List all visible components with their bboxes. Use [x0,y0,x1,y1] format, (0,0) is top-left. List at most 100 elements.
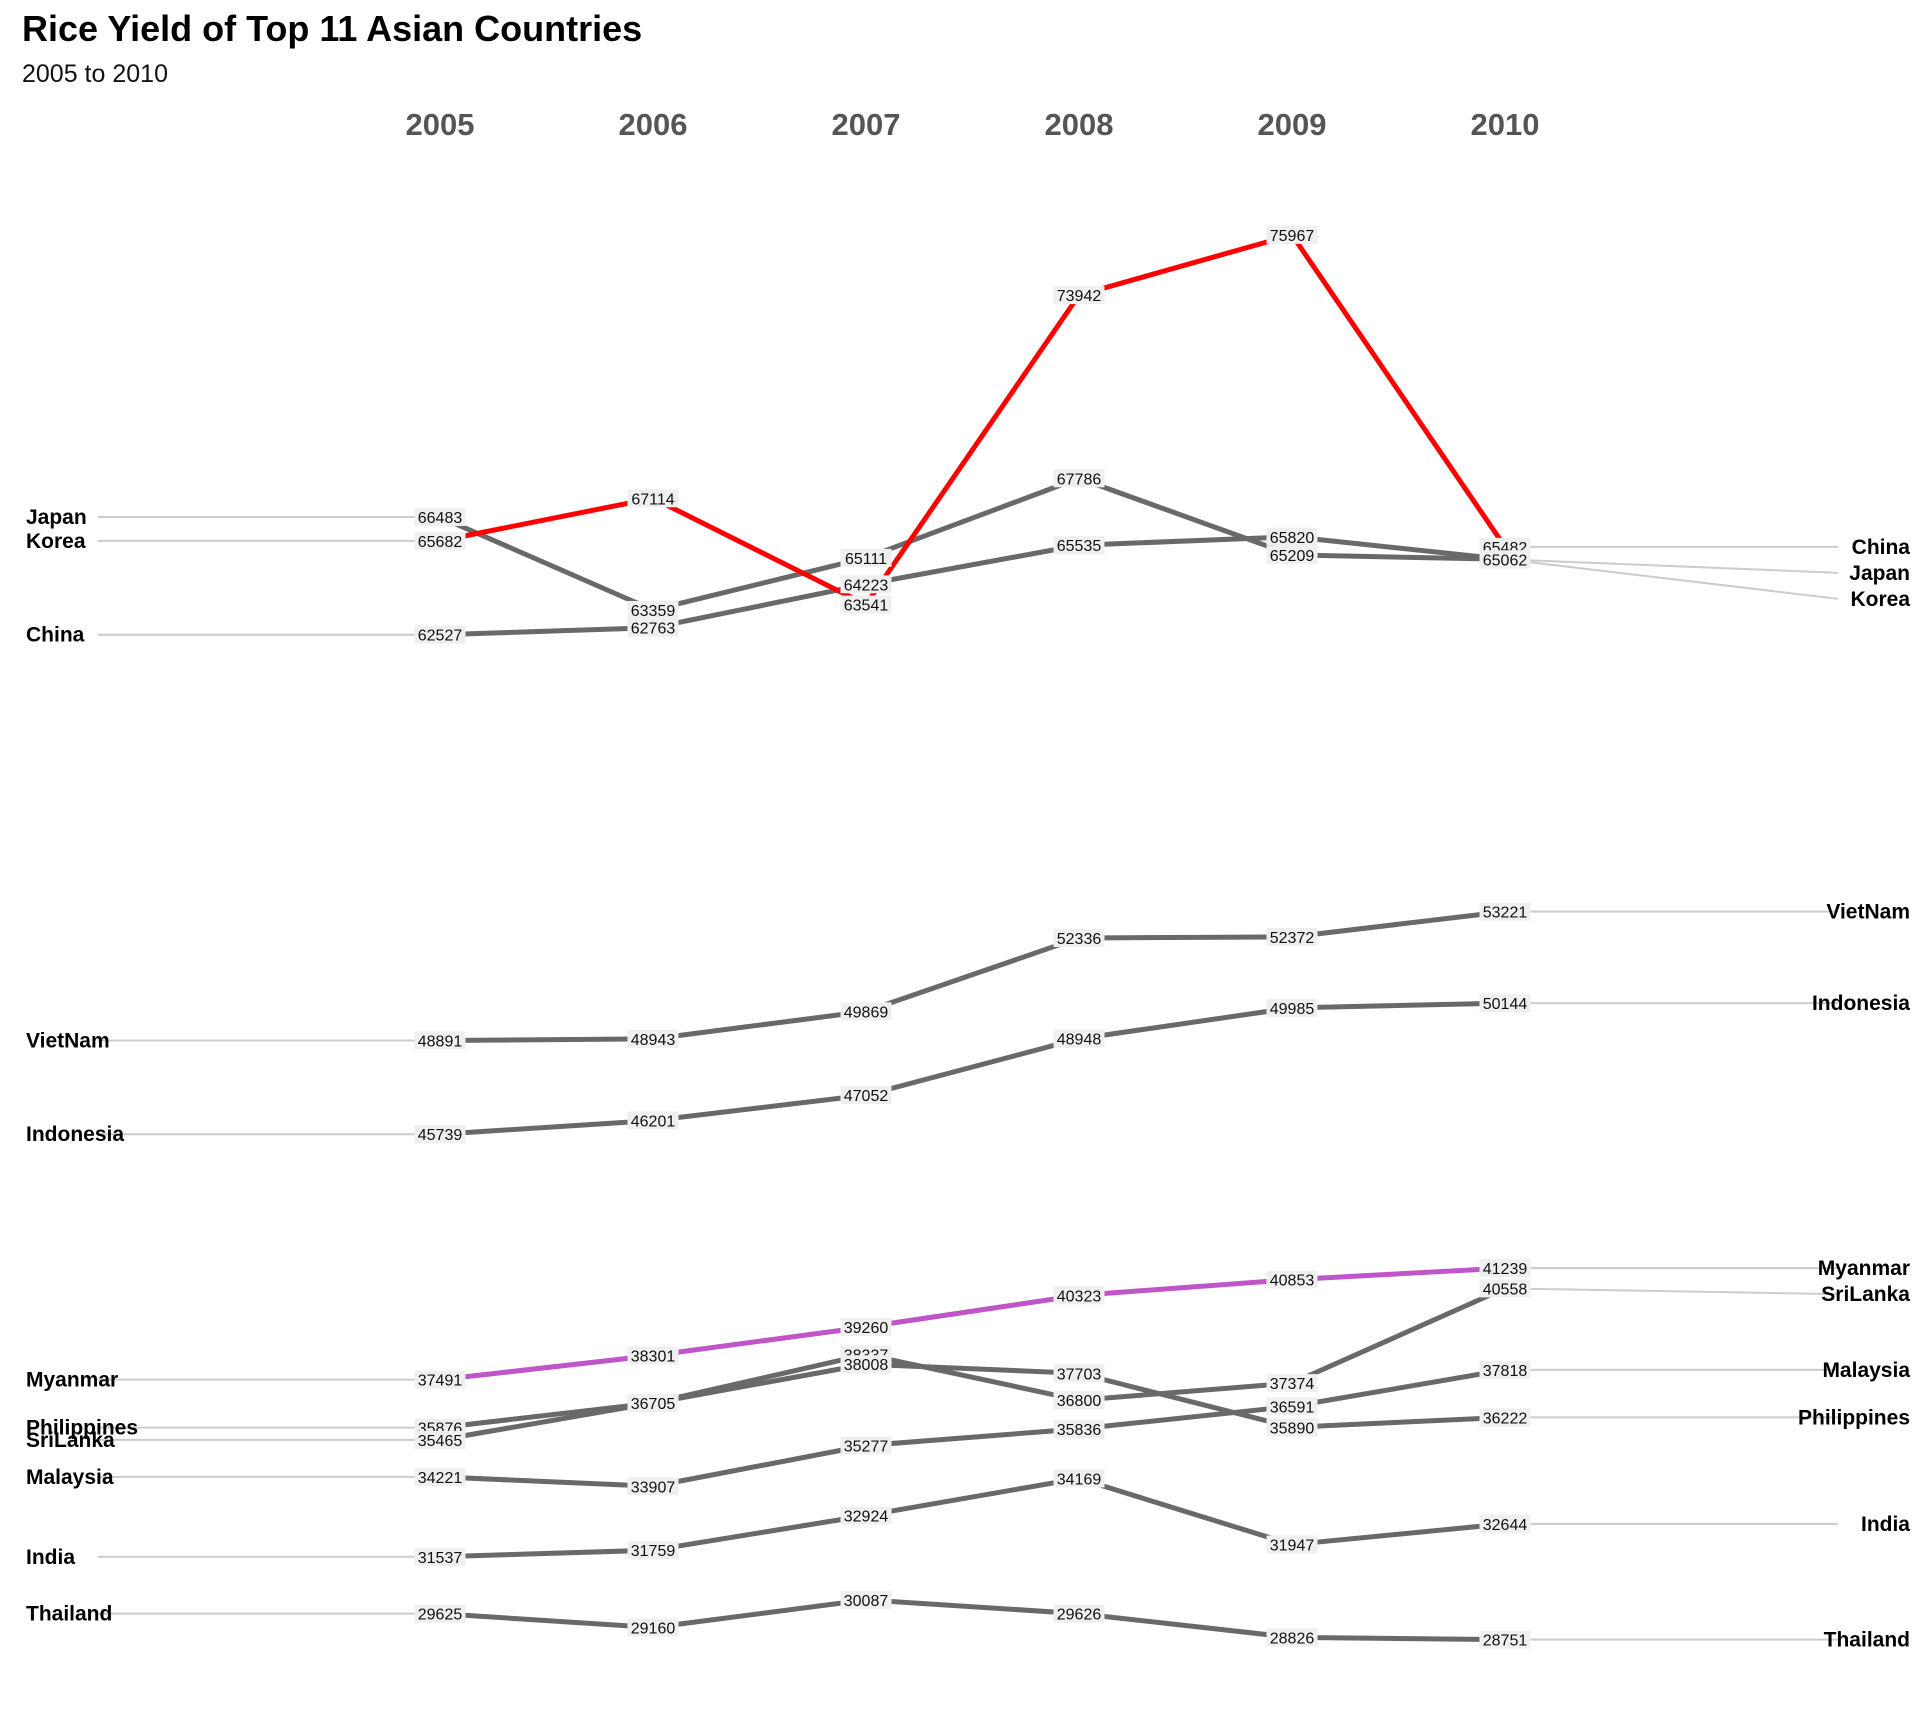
value-label-malaysia-2005: 34221 [418,1470,463,1487]
value-label-malaysia-2008: 35836 [1057,1422,1102,1439]
value-label-malaysia-2006: 33907 [631,1479,676,1496]
value-label-myanmar-2010: 41239 [1483,1261,1528,1278]
value-label-thailand-2005: 29625 [418,1607,463,1624]
series-line-vietnam [439,909,1506,1043]
value-label-bg-korea-2009 [1266,545,1318,564]
value-label-vietnam-2007: 49869 [844,1004,889,1021]
country-label-right-thailand: Thailand [1824,1629,1910,1652]
year-label-2010: 2010 [1471,107,1540,142]
value-label-bg-malaysia-2005 [414,1467,466,1486]
leader-line-right-srilanka [1504,1287,1839,1296]
country-label-right-philippines: Philippines [1798,1406,1910,1429]
value-label-indonesia-2006: 46201 [631,1113,676,1130]
country-label-right-indonesia: Indonesia [1812,992,1910,1015]
value-label-vietnam-2010: 53221 [1483,905,1528,922]
country-label-right-srilanka: SriLanka [1821,1283,1910,1306]
series-line-indonesia [439,1000,1506,1137]
series-line-korea [439,475,1506,613]
value-label-bg-korea-2007 [840,548,892,567]
year-label-2007: 2007 [832,107,901,142]
value-label-myanmar-2009: 40853 [1270,1273,1315,1290]
year-label-2009: 2009 [1258,107,1327,142]
value-label-china-2009: 75967 [1270,228,1315,245]
value-label-bg-thailand-2009 [1266,1628,1318,1647]
chart-subtitle: 2005 to 2010 [22,60,168,88]
value-label-malaysia-2010: 37818 [1483,1363,1528,1380]
country-label-right-malaysia: Malaysia [1822,1359,1910,1382]
value-label-india-2007: 32924 [844,1508,889,1525]
value-label-bg-malaysia-2007 [840,1436,892,1455]
series-line-china [439,232,1508,608]
value-label-bg-myanmar-2008 [1053,1286,1105,1305]
year-label-2006: 2006 [619,107,688,142]
country-label-left-china: China [26,624,85,647]
value-label-india-2010: 32644 [1483,1517,1528,1534]
value-label-bg-philippines-2005 [414,1430,466,1449]
value-label-bg-vietnam-2006 [627,1029,679,1048]
series-line-myanmar [439,1265,1506,1383]
leader-line-right-korea [1504,558,1839,600]
value-label-bg-philippines-2007 [840,1355,892,1374]
country-label-left-malaysia: Malaysia [26,1466,114,1489]
value-label-bg-vietnam-2010 [1479,902,1531,921]
value-label-bg-indonesia-2008 [1053,1029,1105,1048]
value-label-japan-2008: 65535 [1057,538,1102,555]
value-label-thailand-2006: 29160 [631,1620,676,1637]
value-label-bg-india-2007 [840,1506,892,1525]
value-label-indonesia-2005: 45739 [418,1127,463,1144]
value-label-bg-malaysia-2009 [1266,1397,1318,1416]
value-label-japan-2005: 62527 [418,628,463,645]
value-label-bg-vietnam-2007 [840,1002,892,1021]
value-label-thailand-2007: 30087 [844,1593,889,1610]
value-label-bg-india-2008 [1053,1469,1105,1488]
value-label-philippines-2008: 37703 [1057,1366,1102,1383]
series-line-thailand [439,1597,1506,1643]
value-label-bg-philippines-2010 [1479,1408,1531,1427]
value-label-korea-2006: 63359 [631,603,676,620]
value-label-korea-2008: 67786 [1057,471,1102,488]
leader-line-right-japan [1504,558,1839,574]
value-label-india-2006: 31759 [631,1543,676,1560]
value-label-bg-srilanka-2008 [1053,1391,1105,1410]
value-label-bg-indonesia-2009 [1266,998,1318,1017]
value-label-china-2008: 73942 [1057,288,1102,305]
value-label-srilanka-2009: 37374 [1270,1376,1315,1393]
value-label-bg-korea-2010 [1479,550,1531,569]
value-label-bg-japan-2008 [1053,536,1105,555]
series-line-malaysia [439,1367,1506,1489]
value-label-bg-indonesia-2005 [414,1125,466,1144]
value-label-philippines-2009: 35890 [1270,1420,1315,1437]
value-label-bg-china-2006 [627,489,679,508]
country-label-left-india: India [26,1546,75,1569]
value-label-bg-india-2006 [627,1541,679,1560]
series-line-india [439,1475,1506,1560]
value-label-bg-myanmar-2005 [414,1370,466,1389]
value-label-indonesia-2007: 47052 [844,1088,889,1105]
value-label-philippines-2007: 38008 [844,1357,889,1374]
value-label-bg-vietnam-2009 [1266,927,1318,946]
series-lines [439,232,1508,1643]
value-label-bg-srilanka-2010 [1479,1279,1531,1298]
country-label-right-myanmar: Myanmar [1818,1257,1910,1280]
country-label-left-thailand: Thailand [26,1603,112,1626]
value-label-bg-india-2005 [414,1547,466,1566]
year-label-2005: 2005 [406,107,475,142]
value-label-bg-china-2008 [1053,286,1105,305]
value-label-malaysia-2007: 35277 [844,1438,889,1455]
value-label-bg-malaysia-2006 [627,1477,679,1496]
value-label-japan-2009: 65820 [1270,530,1315,547]
value-label-bg-indonesia-2010 [1479,994,1531,1013]
value-label-korea-2010: 65062 [1483,552,1528,569]
value-label-japan-2006: 62763 [631,621,676,638]
country-label-left-japan: Japan [26,506,87,529]
value-label-bg-thailand-2010 [1479,1630,1531,1649]
value-label-vietnam-2009: 52372 [1270,930,1315,947]
value-label-thailand-2008: 29626 [1057,1607,1102,1624]
value-label-bg-japan-2005 [414,625,466,644]
value-label-malaysia-2009: 36591 [1270,1399,1315,1416]
value-label-bg-malaysia-2008 [1053,1419,1105,1438]
value-label-bg-thailand-2005 [414,1604,466,1623]
year-axis-labels: 2005 2006 2007 2008 2009 2010 [406,107,1540,142]
country-label-right-korea: Korea [1850,588,1910,611]
